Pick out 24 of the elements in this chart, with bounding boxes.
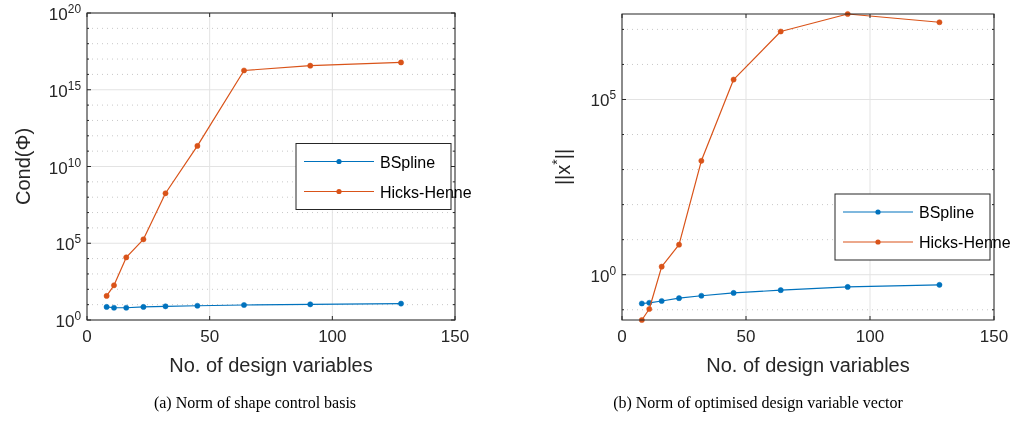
y-tick-label: 10$^{20}$ <box>48 2 82 24</box>
x-tick-label: 0 <box>82 327 92 346</box>
x-axis-title: No. of design variables <box>169 354 373 376</box>
y-axis-title: Cond(Φ) <box>12 127 34 206</box>
x-tick-label: 50 <box>736 327 756 346</box>
text: (b) Norm of optimised design variable vector <box>613 394 904 412</box>
x-tick-label: 150 <box>440 327 470 346</box>
y-tick-label: 10$^{15}$ <box>48 78 82 101</box>
x-axis-title: No. of design variables <box>706 354 910 376</box>
x-tick-label: 0 <box>617 327 627 346</box>
text: (a) Norm of shape control basis <box>153 394 357 412</box>
y-tick-label: 10$^{5}$ <box>55 232 82 255</box>
y-tick-label: 10$^{0}$ <box>55 309 82 331</box>
legend-label: Hicks-Henne <box>380 183 472 201</box>
legend-label: BSpline <box>919 204 975 221</box>
legend-label: Hicks-Henne <box>919 234 1011 251</box>
y-tick-label: 10$^{0}$ <box>590 263 617 286</box>
x-tick-label: 100 <box>318 327 347 346</box>
x-tick-label: 150 <box>979 327 1009 346</box>
legend-label: BSpline <box>380 153 436 171</box>
x-tick-label: 100 <box>855 327 885 346</box>
y-tick-label: 10$^{5}$ <box>590 88 617 111</box>
x-tick-label: 50 <box>200 327 220 346</box>
y-tick-label: 10$^{10}$ <box>48 155 82 178</box>
